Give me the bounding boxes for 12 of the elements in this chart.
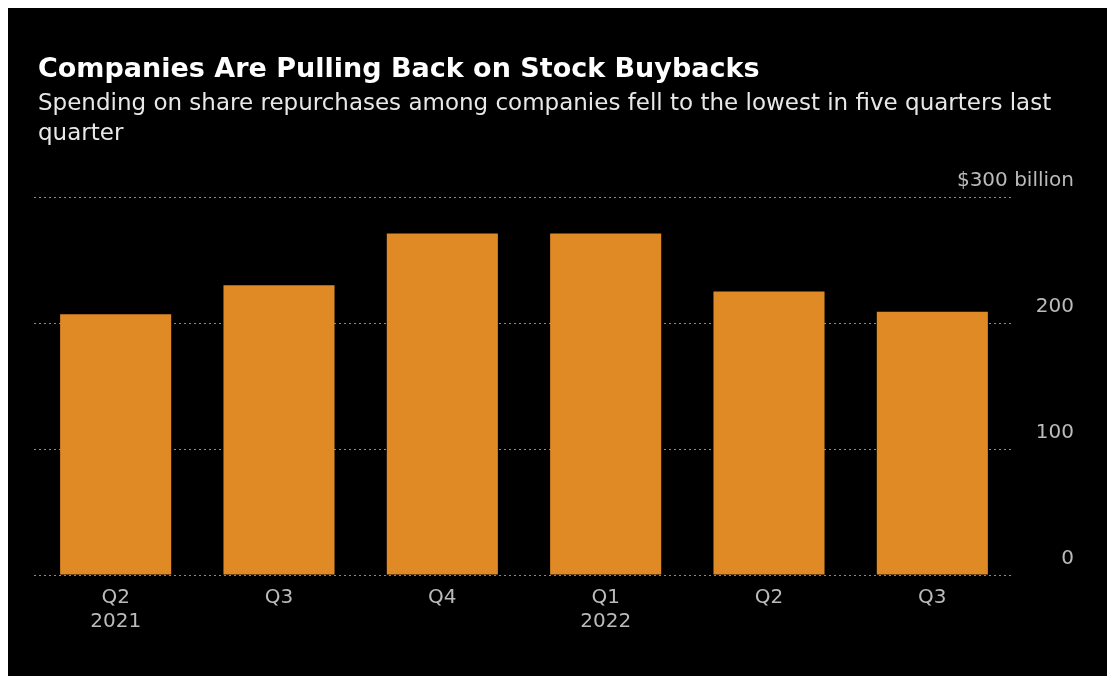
- y-tick-label: 0: [1061, 545, 1074, 570]
- y-tick-label: 200: [1035, 293, 1074, 318]
- x-tick-label: Q3: [264, 584, 294, 609]
- chart-title: Companies Are Pulling Back on Stock Buybacks: [38, 52, 761, 83]
- y-tick-label: $300 billion: [956, 167, 1074, 192]
- x-tick-label: Q1 2022: [580, 584, 632, 633]
- x-tick-label: Q3: [918, 584, 947, 609]
- x-tick-label: Q2: [754, 584, 784, 609]
- chart-subtitle: Spending on share repurchases among companies fell to the lowest in five quarters last quarter: [38, 88, 1053, 147]
- y-tick-label: 100: [1035, 419, 1074, 444]
- x-tick-label: Q2 2021: [90, 584, 142, 633]
- x-tick-label: Q4: [428, 584, 457, 609]
